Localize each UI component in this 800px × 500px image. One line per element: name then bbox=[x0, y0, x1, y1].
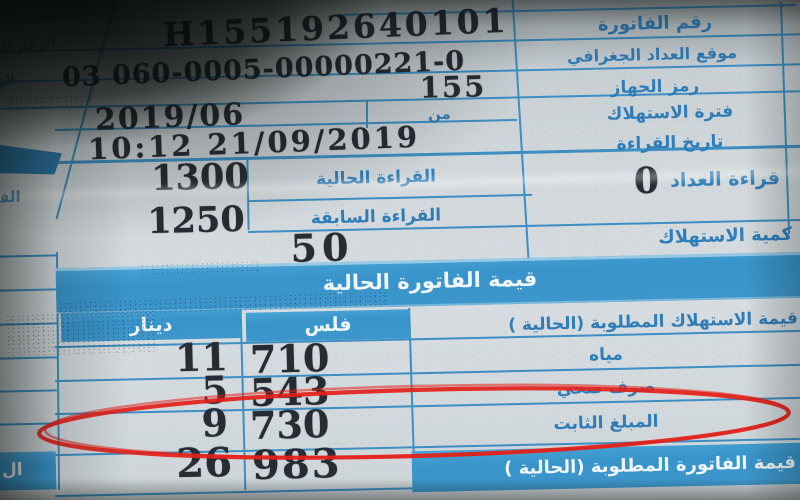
stub-fragment-1: الق bbox=[0, 72, 16, 91]
period-from-label: من bbox=[427, 104, 452, 124]
red-circle-annotation bbox=[37, 383, 791, 460]
fils-header-label: فلس bbox=[304, 313, 352, 337]
device-code-value: 155 bbox=[419, 69, 487, 105]
dirt-speckles bbox=[5, 309, 157, 357]
previous-reading-value: 1250 bbox=[146, 198, 246, 243]
